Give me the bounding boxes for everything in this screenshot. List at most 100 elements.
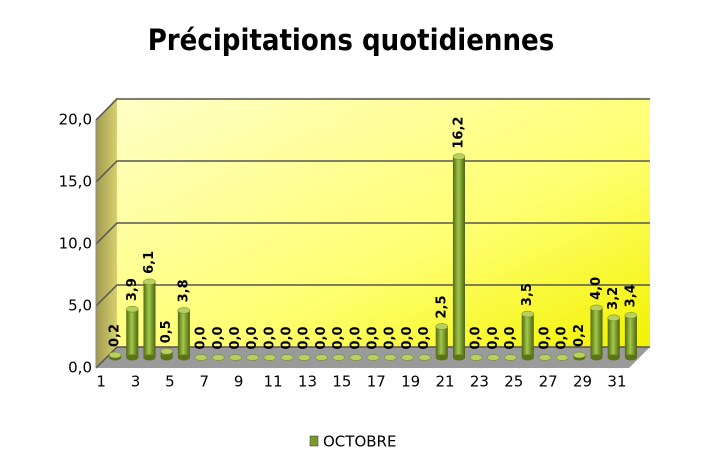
value-label: 0,0 [469,326,484,349]
chart-title: Précipitations quotidiennes [148,23,555,57]
back-wall [117,97,650,347]
x-tick-label: 29 [573,373,592,391]
bar [435,326,448,358]
bar-cap [401,354,414,361]
bar-cap [263,354,277,361]
bar-cap [452,153,466,160]
bar-cap [418,354,431,361]
bar [624,315,637,358]
bar-cap [521,310,535,318]
bar-cap [194,354,208,361]
value-label: 0,0 [245,326,260,349]
value-label: 3,2 [606,287,621,310]
bar-cap [590,304,603,312]
x-tick-label: 17 [367,373,386,391]
bar-cap [504,354,517,361]
x-tick-label: 3 [131,373,141,391]
x-tick-label: 15 [332,373,351,391]
bar-base [177,354,190,361]
x-tick-label: 27 [539,373,558,391]
bar [521,314,534,358]
grid-line [95,222,650,245]
bar-cap [211,354,225,361]
value-label: 3,9 [125,278,140,301]
x-tick-label: 25 [504,373,523,391]
bar [126,309,139,358]
bar-base [624,354,637,361]
bar-base [126,354,139,361]
y-tick-label: 10,0 [59,235,92,253]
bar [452,156,465,358]
value-label: 3,4 [623,284,638,307]
value-label: 3,5 [520,283,535,306]
bar-cap [555,354,569,361]
bar-cap [246,354,259,361]
bar-cap [538,354,552,361]
bar-cap [280,354,294,361]
bar-base [143,354,156,361]
value-label: 4,0 [589,277,604,300]
bar-cap [160,348,173,355]
grid-line [95,284,650,307]
bar-cap [349,354,363,361]
bar-cap [573,351,586,359]
value-label: 0,0 [211,326,226,349]
bar-base [607,354,620,361]
value-label: 0,0 [314,326,329,349]
x-tick-label: 11 [264,373,283,391]
bar-cap [366,354,380,361]
value-label: 0,0 [417,326,432,349]
bar-cap [229,354,242,361]
x-tick-label: 5 [165,373,175,391]
value-label: 0,0 [331,326,346,349]
value-label: 0,0 [503,326,518,349]
bar [607,317,620,358]
value-label: 0,0 [262,326,277,349]
value-label: 0,0 [297,326,312,349]
x-tick-label: 31 [607,373,626,391]
bar-cap [607,314,620,322]
bar-cap [315,354,328,361]
value-label: 0,0 [194,326,209,349]
bar-cap [143,278,156,286]
bar-base [160,354,173,361]
grid-line [95,160,650,183]
bar-base [590,354,603,361]
bar-cap [469,354,483,361]
x-tick-label: 21 [435,373,454,391]
value-label: 0,0 [366,326,381,349]
value-label: 0,5 [159,320,174,343]
x-tick-label: 23 [470,373,489,391]
y-tick-label: 5,0 [68,297,92,315]
value-label: 6,1 [142,251,157,274]
bar-cap [487,354,500,361]
bar-cap [332,354,345,361]
bar-cap [126,305,139,313]
x-tick-label: 7 [200,373,210,391]
grid-line [95,346,650,369]
value-label: 0,2 [108,324,123,347]
value-label: 0,0 [400,326,415,349]
bar-cap [435,323,449,330]
bar [143,281,156,358]
bar [590,307,603,358]
bar-cap [383,354,397,361]
bar-base [435,354,448,361]
legend-label: OCTOBRE [323,433,396,451]
bar-cap [624,312,638,319]
value-label: 0,0 [486,326,501,349]
value-label: 0,0 [537,326,552,349]
value-label: 0,0 [280,326,295,349]
value-label: 2,5 [434,295,449,318]
value-label: 3,8 [176,279,191,302]
y-tick-label: 15,0 [59,173,92,191]
bar-base [452,354,465,361]
x-tick-label: 13 [298,373,317,391]
value-label: 0,0 [348,326,363,349]
bar-cap [108,351,122,359]
value-label: 16,2 [451,117,466,149]
x-tick-label: 1 [96,373,106,391]
value-label: 0,0 [555,326,570,349]
bar-cap [177,307,191,314]
